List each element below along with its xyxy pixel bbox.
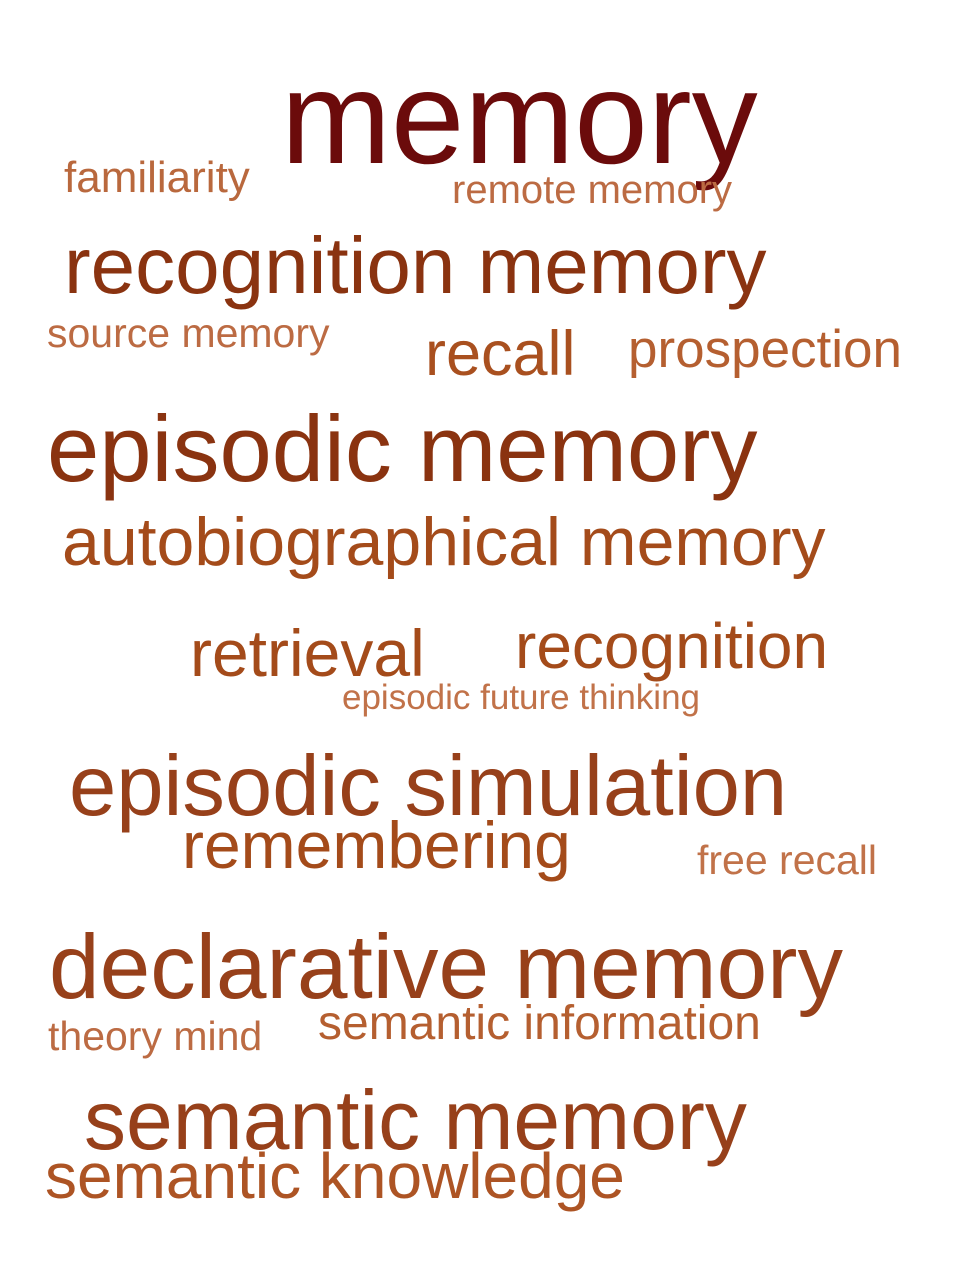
word-recognition: recognition	[515, 610, 829, 682]
word-episodic-future-thinking: episodic future thinking	[342, 678, 700, 717]
word-recognition-memory: recognition memory	[64, 221, 767, 310]
word-remote-memory: remote memory	[452, 168, 733, 212]
word-source-memory: source memory	[47, 310, 330, 356]
word-semantic-knowledge: semantic knowledge	[45, 1140, 625, 1212]
word-familiarity: familiarity	[64, 153, 250, 202]
word-declarative-memory: declarative memory	[49, 917, 843, 1018]
word-prospection: prospection	[628, 320, 903, 379]
word-recall: recall	[425, 319, 576, 389]
word-free-recall: free recall	[697, 837, 878, 883]
word-remembering: remembering	[182, 808, 571, 882]
word-memory: memory	[281, 44, 758, 191]
word-semantic-information: semantic information	[318, 997, 761, 1050]
word-semantic-memory: semantic memory	[84, 1073, 747, 1167]
word-episodic-memory: episodic memory	[47, 396, 758, 501]
word-autobiographical-memory: autobiographical memory	[62, 504, 826, 580]
word-theory-mind: theory mind	[48, 1013, 263, 1059]
word-episodic-simulation: episodic simulation	[69, 739, 788, 834]
word-retrieval: retrieval	[190, 616, 425, 690]
